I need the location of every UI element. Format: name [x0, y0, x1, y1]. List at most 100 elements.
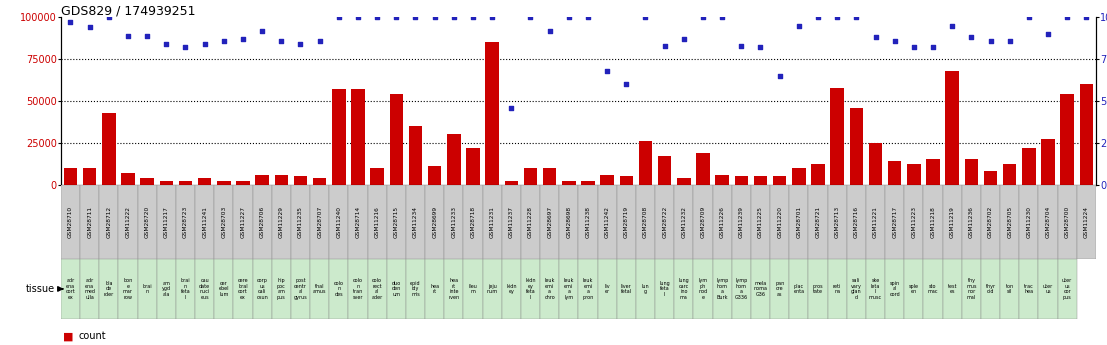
Bar	[252, 259, 271, 319]
Point	[503, 105, 520, 110]
Point	[138, 33, 156, 38]
Bar	[773, 176, 786, 185]
Point	[541, 28, 559, 33]
Bar	[157, 259, 176, 319]
Text: brai
n
feta
l: brai n feta l	[180, 278, 190, 299]
Text: GSM11217: GSM11217	[164, 206, 168, 238]
Text: GSM28718: GSM28718	[470, 206, 476, 238]
Point	[598, 68, 615, 73]
Bar	[658, 156, 671, 185]
Bar	[157, 185, 176, 259]
Bar	[195, 185, 215, 259]
Text: GSM28704: GSM28704	[1045, 206, 1051, 238]
Bar	[886, 185, 904, 259]
Bar	[195, 259, 215, 319]
Point	[521, 14, 539, 20]
Text: lym
ph
nod
e: lym ph nod e	[699, 278, 707, 299]
Bar	[713, 185, 732, 259]
Text: lymp
hom
a
Burk: lymp hom a Burk	[716, 278, 728, 299]
Bar	[390, 94, 403, 185]
Text: colo
rect
al
ader: colo rect al ader	[372, 278, 383, 299]
Point	[1077, 14, 1095, 20]
Text: lymp
hom
a
G336: lymp hom a G336	[735, 278, 748, 299]
Bar	[425, 259, 444, 319]
Point	[733, 43, 751, 48]
Text: GSM28706: GSM28706	[260, 206, 265, 238]
Point	[1039, 31, 1057, 37]
Bar	[368, 185, 386, 259]
Text: ske
leta
l
musc: ske leta l musc	[869, 278, 882, 299]
Point	[1058, 14, 1076, 20]
Bar	[808, 259, 828, 319]
Bar	[386, 259, 406, 319]
Bar	[80, 185, 100, 259]
Text: GSM28720: GSM28720	[145, 206, 149, 238]
Point	[426, 14, 444, 20]
Point	[943, 23, 961, 28]
Bar	[617, 185, 635, 259]
Bar	[1077, 185, 1096, 259]
Text: adr
ena
med
ulla: adr ena med ulla	[84, 278, 95, 299]
Point	[406, 14, 424, 20]
Text: GSM28701: GSM28701	[796, 206, 801, 238]
Bar	[828, 185, 847, 259]
Point	[618, 81, 635, 87]
Bar	[869, 143, 882, 185]
Text: ■: ■	[63, 332, 73, 341]
Bar	[942, 185, 962, 259]
Bar	[521, 185, 540, 259]
Text: GSM11230: GSM11230	[1026, 206, 1032, 238]
Bar	[904, 185, 923, 259]
Point	[1020, 14, 1037, 20]
Point	[464, 14, 482, 20]
Bar	[486, 42, 499, 185]
Point	[349, 14, 366, 20]
Bar	[61, 185, 80, 259]
Text: GSM11232: GSM11232	[681, 206, 686, 238]
Point	[790, 23, 808, 28]
Point	[655, 43, 673, 48]
Text: hea
rt: hea rt	[431, 284, 439, 294]
Point	[560, 14, 578, 20]
Bar	[751, 185, 770, 259]
Bar	[313, 178, 327, 185]
Bar	[271, 185, 291, 259]
Bar	[349, 259, 368, 319]
Bar	[1038, 259, 1057, 319]
Text: GSM11233: GSM11233	[452, 206, 456, 238]
Bar	[888, 161, 901, 185]
Bar	[80, 259, 100, 319]
Bar	[693, 259, 713, 319]
Bar	[754, 176, 767, 185]
Text: GSM28708: GSM28708	[643, 206, 648, 238]
Text: GSM11228: GSM11228	[528, 206, 532, 238]
Text: GSM11241: GSM11241	[203, 206, 207, 238]
Bar	[176, 185, 195, 259]
Point	[637, 14, 654, 20]
Text: GSM11237: GSM11237	[509, 206, 514, 238]
Bar	[598, 259, 617, 319]
Text: lun
g: lun g	[642, 284, 650, 294]
Point	[369, 14, 386, 20]
Bar	[1020, 259, 1038, 319]
Text: lung
carc
ino
ma: lung carc ino ma	[679, 278, 690, 299]
Bar	[808, 185, 828, 259]
Bar	[850, 108, 863, 185]
Bar	[291, 259, 310, 319]
Text: thyr
oid: thyr oid	[985, 284, 995, 294]
Bar	[984, 171, 997, 185]
Text: epid
idy
mis: epid idy mis	[411, 281, 421, 297]
Point	[254, 28, 271, 33]
Bar	[598, 185, 617, 259]
Bar	[866, 185, 886, 259]
Bar	[655, 185, 674, 259]
Bar	[923, 185, 942, 259]
Text: GSM11234: GSM11234	[413, 206, 418, 238]
Text: GSM11236: GSM11236	[969, 206, 974, 238]
Text: GSM11242: GSM11242	[604, 206, 610, 238]
Bar	[620, 176, 633, 185]
Bar	[100, 185, 118, 259]
Bar	[770, 259, 789, 319]
Bar	[886, 259, 904, 319]
Bar	[600, 175, 614, 185]
